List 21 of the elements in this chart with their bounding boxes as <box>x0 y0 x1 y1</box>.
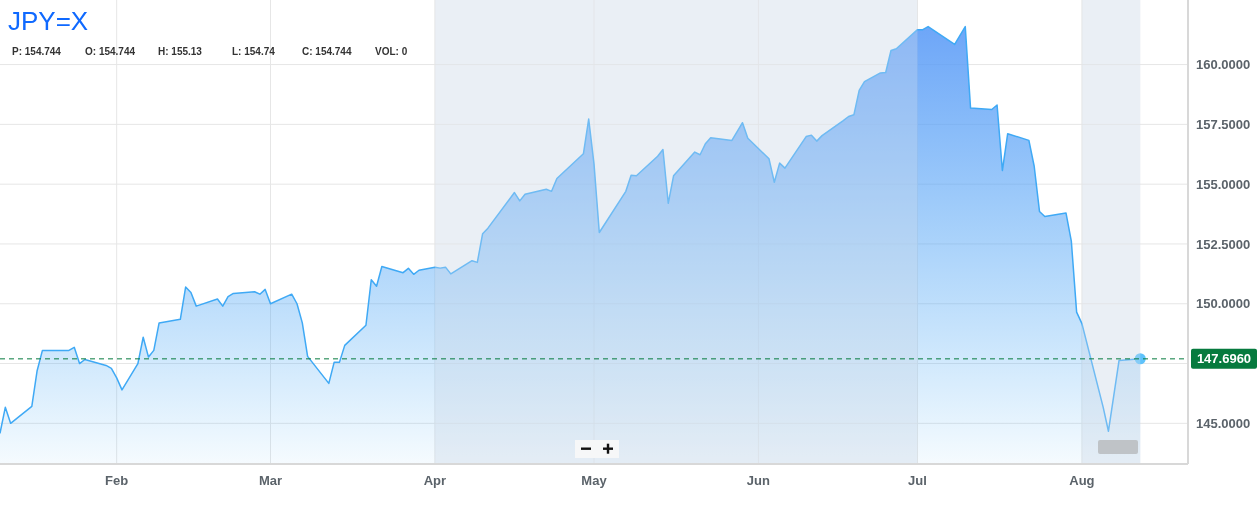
y-tick-label: 150.0000 <box>1196 296 1251 312</box>
y-tick-label: 155.0000 <box>1196 176 1251 192</box>
x-tick-label: Jun <box>746 473 771 488</box>
y-tick-label: 152.5000 <box>1196 236 1251 252</box>
y-tick-label: 145.0000 <box>1196 415 1251 431</box>
annotation: H: 155.13 <box>158 46 203 57</box>
x-tick-label: Apr <box>423 473 447 488</box>
y-tick-label: 157.5000 <box>1196 116 1251 132</box>
ref-line-label: 147.6960 <box>1196 351 1252 367</box>
annotation: VOL: 0 <box>375 46 408 57</box>
annotation: O: 154.744 <box>85 46 136 57</box>
annotation: L: 154.74 <box>232 46 276 57</box>
annotation: P: 154.744 <box>12 46 62 57</box>
chart-title: JPY=X <box>8 6 89 36</box>
x-tick-label: Jul <box>908 473 927 488</box>
y-tick-label: 160.0000 <box>1196 57 1251 73</box>
annotation: C: 154.744 <box>302 46 352 57</box>
x-tick-label: May <box>581 473 608 488</box>
x-tick-label: Aug <box>1069 473 1095 488</box>
x-tick-label: Feb <box>105 473 129 488</box>
x-tick-label: Mar <box>258 473 283 488</box>
